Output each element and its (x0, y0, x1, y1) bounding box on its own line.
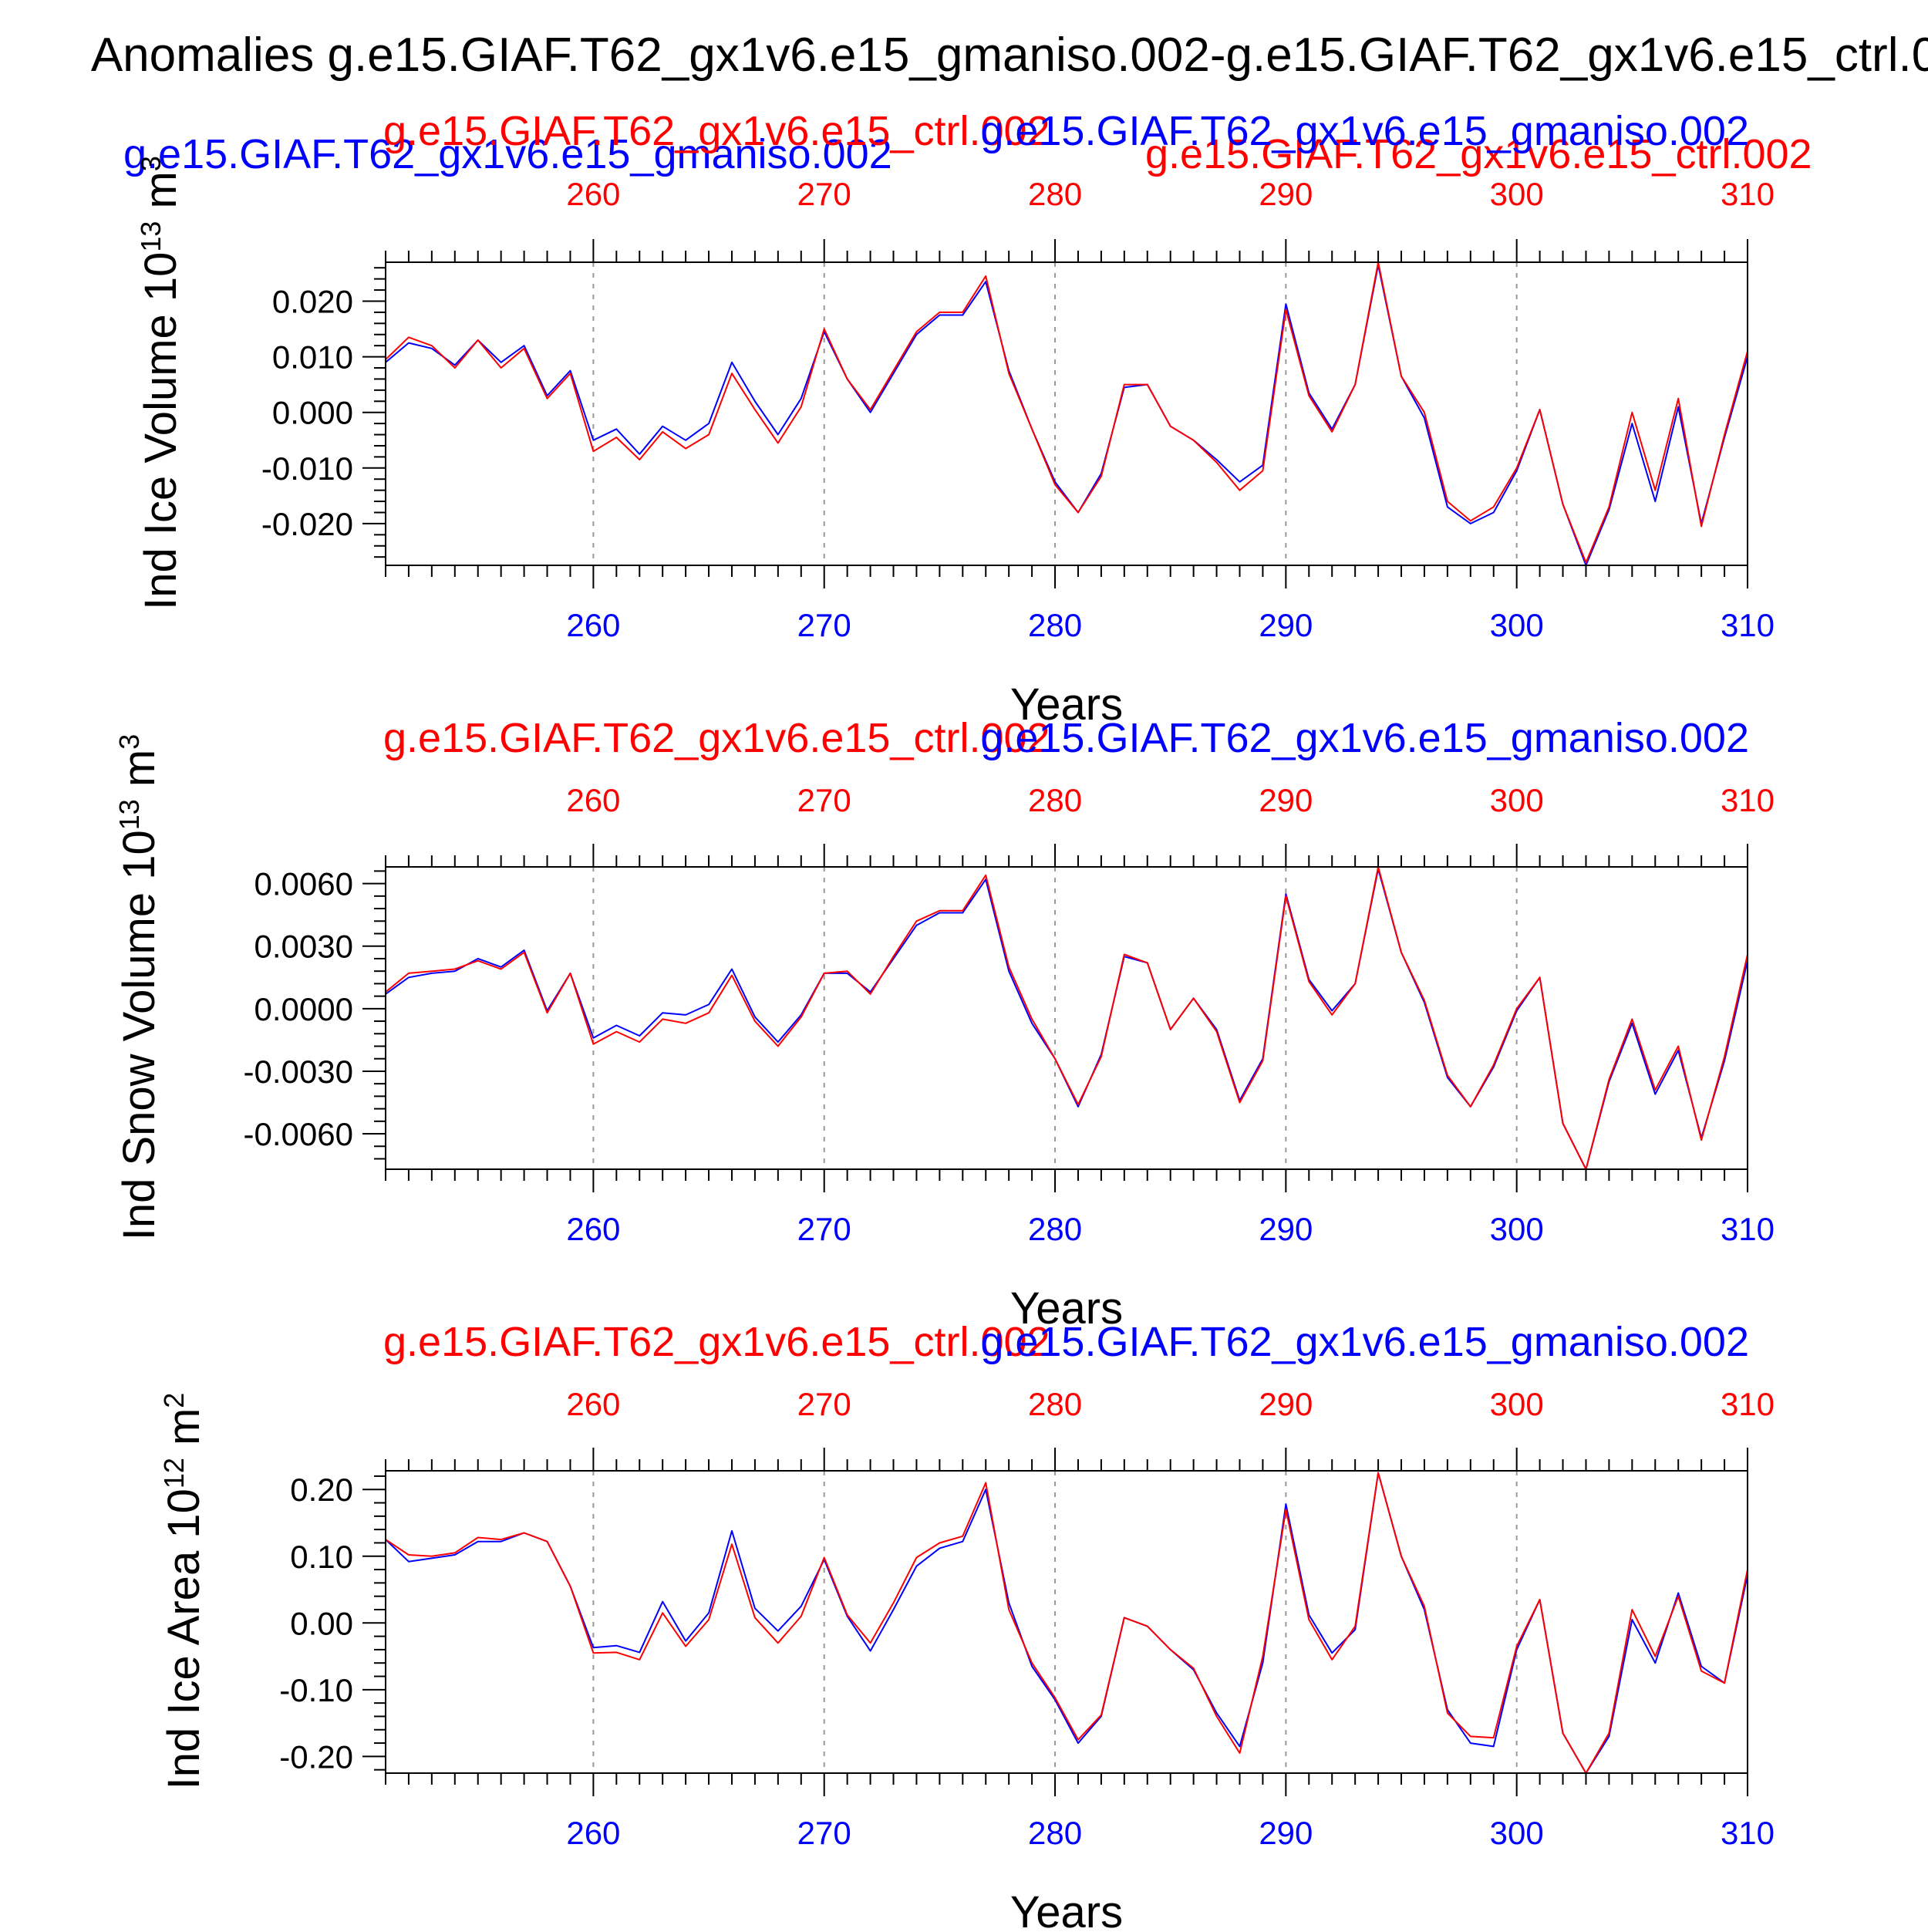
y-axis-title: Ind Ice Area 1012 m2 (158, 1393, 209, 1790)
x-tick-label-top: 270 (797, 1386, 851, 1422)
x-tick-label-bottom: 290 (1259, 1815, 1313, 1851)
x-tick-label-top: 280 (1028, 1386, 1082, 1422)
x-tick-label-top: 310 (1721, 782, 1775, 818)
x-tick-label-bottom: 300 (1490, 1815, 1544, 1851)
case-label-gmaniso: g.e15.GIAF.T62_gx1v6.e15_gmaniso.002 (980, 108, 1749, 154)
y-tick-label: 0.20 (290, 1472, 353, 1508)
x-tick-label-top: 310 (1721, 176, 1775, 212)
y-axis-title: Ind Snow Volume 1013 m3 (113, 734, 164, 1241)
case-label-gmaniso: g.e15.GIAF.T62_gx1v6.e15_gmaniso.002 (123, 131, 892, 177)
y-tick-label: -0.010 (261, 450, 353, 487)
x-tick-label-bottom: 290 (1259, 1211, 1313, 1247)
y-axis-title: Ind Ice Volume 1013 m3 (135, 156, 186, 610)
x-tick-label-top: 290 (1259, 782, 1313, 818)
y-tick-label: 0.000 (272, 395, 353, 431)
x-tick-label-top: 260 (566, 1386, 620, 1422)
series-ctrl-line (385, 261, 1748, 564)
y-tick-label: -0.0060 (244, 1116, 353, 1152)
x-tick-label-top: 260 (566, 176, 620, 212)
x-tick-label-top: 300 (1490, 1386, 1544, 1422)
x-tick-label-bottom: 300 (1490, 607, 1544, 643)
series-ctrl-line (385, 1472, 1748, 1774)
series-gmaniso-line (385, 868, 1748, 1170)
figure-title: Anomalies g.e15.GIAF.T62_gx1v6.e15_gmani… (91, 29, 1928, 82)
case-label-ctrl: g.e15.GIAF.T62_gx1v6.e15_ctrl.002 (383, 1319, 1050, 1365)
x-tick-label-bottom: 280 (1028, 1211, 1082, 1247)
x-axis-title: Years (1010, 1887, 1123, 1928)
x-tick-label-bottom: 260 (566, 607, 620, 643)
case-label-gmaniso: g.e15.GIAF.T62_gx1v6.e15_gmaniso.002 (980, 715, 1749, 761)
x-tick-label-bottom: 260 (566, 1211, 620, 1247)
panel-1: 0.020 0.010 0.000 -0.010 -0.020 260 260 270 270 2… (123, 108, 1812, 730)
y-tick-label: 0.010 (272, 339, 353, 376)
x-tick-label-bottom: 280 (1028, 1815, 1082, 1851)
x-tick-label-top: 300 (1490, 782, 1544, 818)
y-tick-label: -0.20 (279, 1738, 353, 1775)
x-tick-label-top: 260 (566, 782, 620, 818)
x-tick-label-bottom: 310 (1721, 1211, 1775, 1247)
y-tick-label: 0.0000 (254, 991, 353, 1027)
panel-3: 0.20 0.10 0.00 -0.10 -0.20 260 260 270 270 280 280… (158, 1319, 1775, 1932)
x-axis-title: Years (1010, 679, 1123, 730)
plot-frame (385, 261, 1748, 566)
x-tick-label-bottom: 310 (1721, 1815, 1775, 1851)
y-tick-label: 0.0060 (254, 866, 353, 902)
y-tick-label: 0.10 (290, 1539, 353, 1575)
x-axis-title: Years (1010, 1283, 1123, 1334)
y-tick-label: 0.0030 (254, 929, 353, 965)
x-tick-label-bottom: 310 (1721, 607, 1775, 643)
x-tick-label-top: 280 (1028, 782, 1082, 818)
case-label-gmaniso: g.e15.GIAF.T62_gx1v6.e15_gmaniso.002 (980, 1319, 1749, 1365)
x-tick-label-top: 270 (797, 176, 851, 212)
x-tick-label-top: 280 (1028, 176, 1082, 212)
y-tick-label: 0.00 (290, 1605, 353, 1641)
plot-frame (385, 866, 1748, 1170)
x-tick-label-bottom: 270 (797, 1211, 851, 1247)
x-tick-label-bottom: 290 (1259, 607, 1313, 643)
x-tick-label-top: 290 (1259, 1386, 1313, 1422)
x-tick-label-top: 300 (1490, 176, 1544, 212)
panel-2: 0.0060 0.0030 0.0000 -0.0030 -0.0060 260 260 27… (113, 715, 1775, 1334)
series-ctrl-line (385, 866, 1748, 1170)
panels: 0.020 0.010 0.000 -0.010 -0.020 260 260 270 270 2… (113, 108, 1812, 1932)
case-label-ctrl: g.e15.GIAF.T62_gx1v6.e15_ctrl.002 (383, 108, 1050, 154)
x-tick-label-bottom: 300 (1490, 1211, 1544, 1247)
x-tick-label-bottom: 280 (1028, 607, 1082, 643)
y-tick-label: -0.020 (261, 506, 353, 542)
x-tick-label-top: 290 (1259, 176, 1313, 212)
series-gmaniso-line (385, 264, 1748, 566)
x-tick-label-bottom: 270 (797, 607, 851, 643)
x-tick-label-top: 310 (1721, 1386, 1775, 1422)
x-tick-label-bottom: 260 (566, 1815, 620, 1851)
x-tick-label-top: 270 (797, 782, 851, 818)
y-tick-label: -0.10 (279, 1672, 353, 1708)
case-label-ctrl: g.e15.GIAF.T62_gx1v6.e15_ctrl.002 (1145, 131, 1812, 177)
x-tick-label-bottom: 270 (797, 1815, 851, 1851)
series-gmaniso-line (385, 1472, 1748, 1774)
y-tick-label: -0.0030 (244, 1054, 353, 1090)
plot-frame (385, 1470, 1748, 1774)
case-label-ctrl: g.e15.GIAF.T62_gx1v6.e15_ctrl.002 (383, 715, 1050, 761)
y-tick-label: 0.020 (272, 283, 353, 319)
